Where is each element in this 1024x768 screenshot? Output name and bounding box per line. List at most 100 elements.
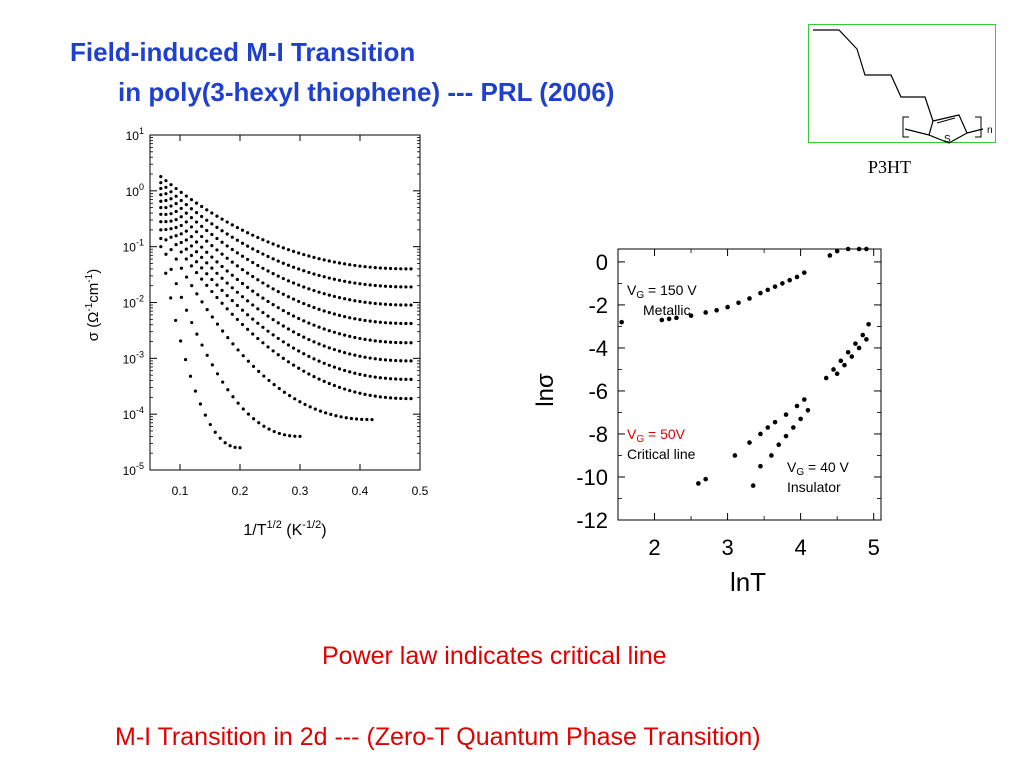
data-point — [164, 220, 168, 224]
data-point — [703, 310, 708, 315]
data-point — [205, 228, 209, 233]
y-tick-label: -6 — [588, 379, 608, 404]
data-point — [240, 267, 245, 272]
data-point — [261, 341, 265, 345]
data-point — [343, 351, 347, 355]
data-point — [399, 396, 403, 401]
data-point — [332, 347, 337, 352]
data-point — [363, 282, 367, 287]
data-point — [215, 260, 219, 264]
y-tick-label: 0 — [596, 250, 608, 275]
data-point — [198, 402, 202, 406]
data-point — [297, 366, 301, 370]
data-point — [358, 372, 362, 376]
data-point — [373, 357, 377, 361]
data-point — [747, 440, 752, 445]
data-point — [317, 359, 321, 363]
data-point — [235, 290, 239, 294]
data-point — [281, 261, 285, 265]
data-point — [348, 316, 352, 320]
data-point — [189, 216, 194, 220]
data-point — [293, 397, 297, 401]
data-point — [220, 288, 224, 292]
right-bracket — [975, 116, 982, 138]
data-point — [736, 300, 741, 306]
data-point — [271, 333, 275, 337]
data-point — [368, 283, 372, 287]
data-point — [370, 417, 374, 422]
data-point — [307, 287, 311, 291]
data-point — [358, 354, 362, 358]
data-point — [281, 246, 285, 250]
data-point — [205, 250, 209, 254]
data-point — [205, 208, 209, 212]
data-point — [210, 255, 214, 259]
right-chart-points — [619, 246, 871, 488]
data-point — [344, 416, 348, 420]
data-point — [312, 255, 316, 260]
data-point — [188, 374, 193, 378]
data-point — [184, 220, 188, 224]
data-point — [758, 290, 763, 296]
data-point — [765, 425, 771, 430]
data-point — [353, 390, 357, 394]
data-point — [291, 249, 296, 254]
data-point — [363, 355, 367, 359]
data-point — [332, 365, 337, 369]
data-point — [805, 408, 811, 413]
data-point — [780, 281, 785, 286]
data-point — [271, 349, 275, 353]
data-point — [302, 301, 306, 306]
data-point — [266, 314, 270, 318]
data-point — [261, 325, 265, 329]
data-point — [266, 284, 270, 288]
data-point — [179, 232, 183, 236]
data-point — [184, 203, 188, 207]
data-point — [409, 397, 413, 401]
data-point — [220, 252, 224, 256]
molecule-label: P3HT — [868, 157, 912, 177]
data-point — [849, 354, 855, 359]
data-point — [787, 277, 792, 283]
data-point — [183, 357, 188, 362]
data-point — [348, 370, 352, 374]
data-point — [179, 223, 183, 228]
data-point — [246, 313, 250, 317]
data-point — [358, 282, 362, 286]
data-point — [394, 285, 398, 289]
data-point — [159, 245, 163, 249]
data-point — [659, 317, 665, 323]
data-point — [286, 327, 291, 331]
data-point — [394, 321, 398, 325]
annotation-vg: VG = 40 V — [787, 459, 850, 478]
plot-frame-left — [149, 134, 421, 471]
caption-power-law: Power law indicates critical line — [322, 642, 667, 670]
data-point — [200, 204, 204, 209]
data-point — [184, 194, 188, 198]
data-point — [179, 215, 183, 219]
data-point — [203, 413, 207, 417]
data-point — [327, 293, 331, 297]
data-point — [399, 359, 403, 363]
data-point — [302, 252, 306, 257]
data-point — [230, 299, 234, 303]
data-point — [318, 409, 323, 413]
data-point — [225, 256, 229, 260]
data-point — [159, 228, 163, 232]
data-point — [291, 330, 296, 334]
data-point — [215, 372, 220, 376]
y-tick-label: 10-2 — [123, 294, 144, 311]
data-point — [307, 372, 311, 376]
data-point — [353, 371, 357, 375]
data-point — [327, 276, 331, 280]
data-point — [332, 260, 337, 264]
data-point — [322, 379, 326, 383]
data-point — [179, 250, 183, 254]
data-point — [164, 212, 168, 217]
data-point — [272, 383, 276, 387]
data-point — [297, 349, 301, 353]
data-point — [261, 310, 265, 315]
data-point — [317, 377, 321, 381]
data-point — [159, 186, 163, 191]
data-point — [312, 357, 316, 361]
